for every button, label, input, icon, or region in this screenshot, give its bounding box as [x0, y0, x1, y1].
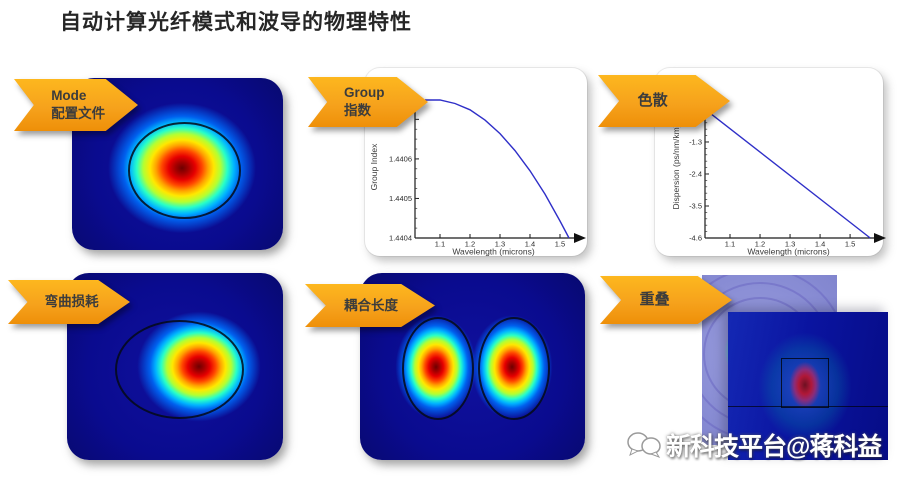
svg-text:-2.4: -2.4 [689, 169, 702, 178]
chevron-arrow-icon: 色散 [598, 75, 730, 127]
dispersion-panel: 1.1 1.2 1.3 1.4 1.5 -1.3 -2.4 -3.5 -4.6 Wavelengt… [655, 68, 886, 257]
waveguide-outline [781, 358, 829, 408]
tag-group-index: Group 指数 [308, 77, 428, 127]
tag-dispersion: 色散 [598, 75, 730, 127]
svg-text:-3.5: -3.5 [689, 201, 702, 210]
svg-text:1.4404: 1.4404 [389, 234, 412, 243]
watermark: 新科技平台@蒋科益 [626, 420, 882, 470]
chevron-arrow-icon: Group 指数 [308, 77, 428, 127]
svg-text:1.2: 1.2 [755, 240, 765, 249]
chevron-arrow-icon: 弯曲损耗 [8, 280, 130, 324]
fiber-core-outline [128, 122, 241, 219]
tag-label: 配置文件 [51, 106, 106, 121]
tag-label: 重叠 [639, 291, 670, 309]
svg-text:-4.6: -4.6 [689, 234, 702, 243]
chevron-arrow-icon: Mode 配置文件 [14, 79, 138, 131]
chevron-arrow-icon: 耦合长度 [305, 284, 435, 327]
tag-label: 耦合长度 [344, 297, 398, 313]
dispersion-chart: 1.1 1.2 1.3 1.4 1.5 -1.3 -2.4 -3.5 -4.6 Wavelengt… [671, 96, 886, 257]
fiber-core-outline [115, 320, 244, 419]
svg-text:1.4: 1.4 [815, 240, 825, 249]
mode-profile-panel [72, 78, 283, 250]
svg-text:Group Index: Group Index [369, 143, 379, 191]
tag-label: Group [344, 85, 385, 101]
svg-text:1.3: 1.3 [785, 240, 795, 249]
svg-text:1.5: 1.5 [555, 240, 565, 249]
overlap-front-image [728, 312, 888, 460]
tag-label: 色散 [637, 92, 668, 110]
svg-text:-1.3: -1.3 [689, 137, 702, 146]
bending-loss-panel [67, 273, 283, 460]
page-title: 自动计算光纤模式和波导的物理特性 [60, 11, 412, 34]
tag-overlap: 重叠 [600, 276, 732, 324]
svg-text:1.4406: 1.4406 [389, 154, 412, 163]
svg-text:1.2: 1.2 [465, 240, 475, 249]
chat-bubbles-icon [627, 432, 661, 458]
tag-coupling-length: 耦合长度 [305, 284, 435, 327]
overlap-panel [690, 272, 900, 472]
tag-label: Mode [51, 88, 87, 104]
tag-label: 指数 [344, 103, 371, 118]
svg-text:1.3: 1.3 [495, 240, 505, 249]
right-core-outline [478, 317, 550, 420]
watermark-text: 新科技平台@蒋科益 [666, 433, 882, 461]
svg-text:Wavelength (microns): Wavelength (microns) [747, 247, 830, 257]
tag-bending-loss: 弯曲损耗 [8, 280, 130, 324]
tag-mode-profile: Mode 配置文件 [14, 79, 138, 131]
svg-text:1.4: 1.4 [525, 240, 535, 249]
group-index-chart: 1.1 1.2 1.3 1.4 1.5 1.4404 1.4405 1.4406 Wavelen… [369, 96, 586, 257]
svg-text:1.1: 1.1 [725, 240, 735, 249]
svg-text:1.1: 1.1 [435, 240, 445, 249]
left-core-outline [402, 317, 474, 420]
chevron-arrow-icon: 重叠 [600, 276, 732, 324]
substrate-line [728, 406, 888, 407]
tag-label: 弯曲损耗 [44, 294, 99, 310]
svg-text:Wavelength (microns): Wavelength (microns) [452, 247, 535, 257]
svg-text:1.4405: 1.4405 [389, 194, 412, 203]
group-index-panel: 1.1 1.2 1.3 1.4 1.5 1.4404 1.4405 1.4406 Wavelen… [365, 68, 587, 257]
svg-text:Dispersion (ps/nm/km): Dispersion (ps/nm/km) [671, 124, 681, 209]
waveguide-mode-blob [784, 354, 826, 416]
svg-text:1.5: 1.5 [845, 240, 855, 249]
